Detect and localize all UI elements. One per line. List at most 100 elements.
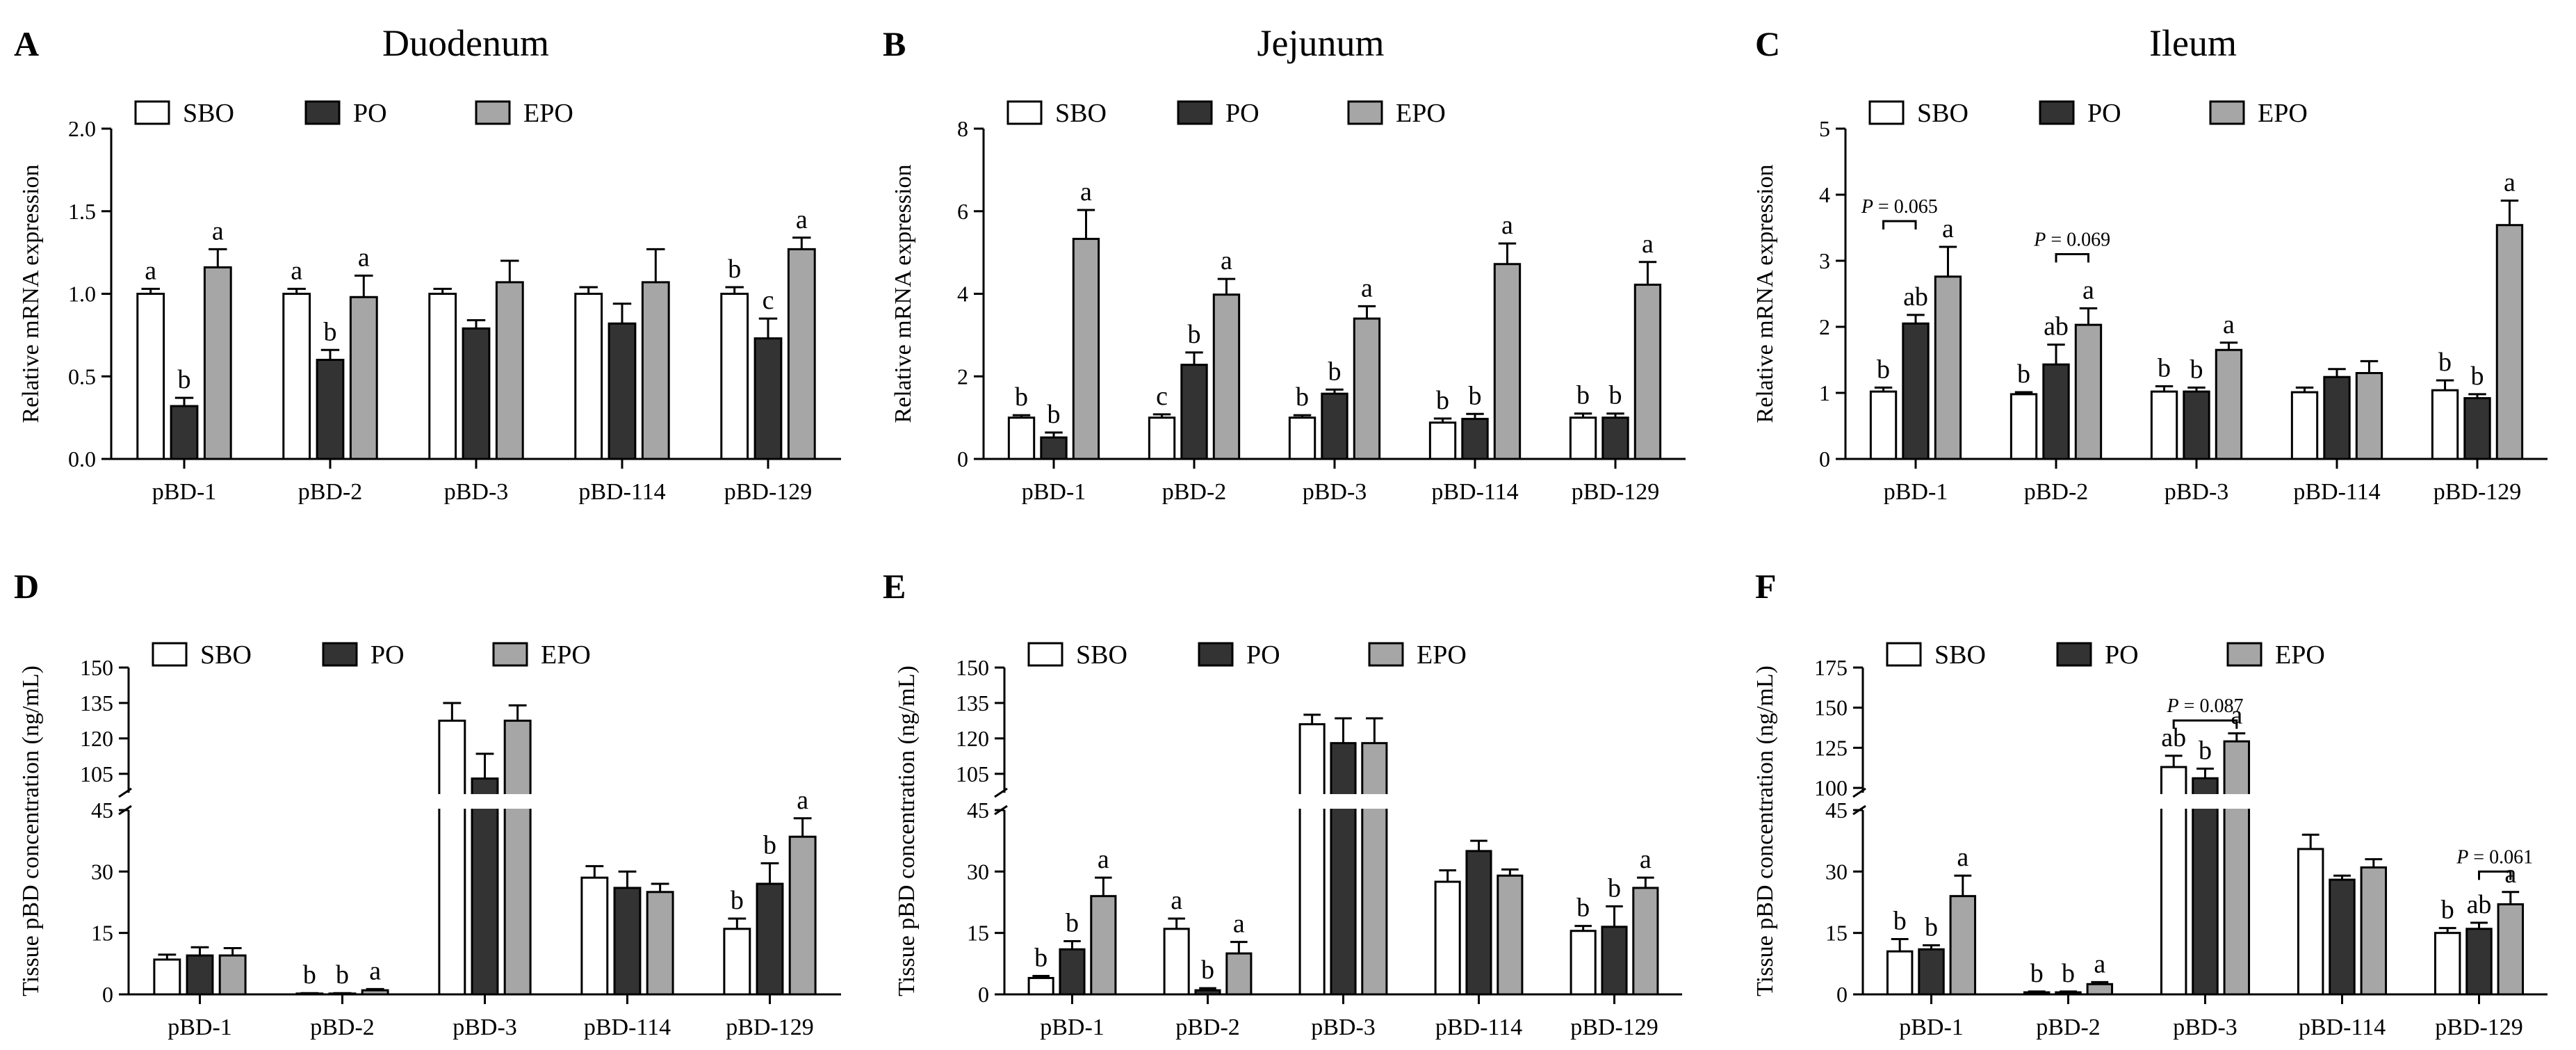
bar-sbo xyxy=(580,876,609,996)
bar-po xyxy=(2192,806,2219,996)
y-tick-label: 135 xyxy=(80,690,113,716)
bar-sbo xyxy=(1434,880,1461,996)
p-value-bracket xyxy=(1882,220,1917,229)
bar-po xyxy=(1040,436,1068,460)
bar-po-upper xyxy=(2192,777,2219,797)
y-tick-label: 5 xyxy=(1819,116,1830,141)
bar-po xyxy=(1330,806,1357,996)
bar-epo xyxy=(787,248,816,460)
legend-label-sbo: SBO xyxy=(200,640,252,670)
bar-sbo xyxy=(136,293,165,460)
bar-po xyxy=(170,405,199,460)
x-tick-label: pBD-1 xyxy=(1899,1015,1964,1040)
x-tick-label: pBD-114 xyxy=(2293,479,2380,505)
legend-swatch-po xyxy=(304,100,341,125)
legend-label-po: PO xyxy=(353,99,387,128)
legend-swatch-po xyxy=(2039,100,2075,125)
panel-d: D 0 15 30 45 105 120 135 150 Tissue pBD concentra… xyxy=(14,567,841,1040)
x-tick-label: pBD-129 xyxy=(2435,1015,2523,1040)
bar-po xyxy=(1180,364,1208,460)
significance-label: b xyxy=(763,831,776,860)
bar-sbo xyxy=(720,293,749,460)
significance-label: b xyxy=(1608,873,1621,903)
p-value-label: P = 0.065 xyxy=(1861,196,1938,218)
bar-epo xyxy=(2215,348,2243,460)
bar-sbo xyxy=(438,806,466,996)
bar-sbo xyxy=(1148,417,1176,460)
bar-sbo xyxy=(428,293,457,460)
significance-label: b xyxy=(1047,400,1061,429)
significance-label: a xyxy=(2082,275,2094,305)
bar-epo xyxy=(2497,903,2525,996)
panel-a: A Duodenum 0.0 0.5 1.0 1.5 2.0 Relative mRNA ex… xyxy=(14,22,841,505)
bar-epo xyxy=(1212,293,1241,460)
y-tick-label: 6 xyxy=(957,199,968,224)
y-tick-label: 105 xyxy=(956,761,989,786)
legend-label-epo: EPO xyxy=(1396,99,1446,128)
bar-po xyxy=(316,359,345,460)
legend-label-epo: EPO xyxy=(541,640,591,670)
bar-po xyxy=(1601,926,1628,996)
bar-sbo xyxy=(2010,393,2038,460)
panel-letter: D xyxy=(14,567,39,606)
significance-label: b xyxy=(1201,955,1214,985)
significance-label: b xyxy=(1925,912,1938,942)
bar-epo xyxy=(2074,323,2103,460)
bar-sbo-upper xyxy=(438,719,466,797)
bar-break-gap xyxy=(1360,794,1388,809)
bar-sbo xyxy=(1569,417,1597,460)
x-tick-label: pBD-2 xyxy=(310,1015,375,1040)
y-tick-label: 30 xyxy=(91,859,113,884)
bar-sbo xyxy=(2297,848,2324,996)
bar-po xyxy=(613,887,642,996)
bar-po xyxy=(2463,397,2491,460)
significance-label: a xyxy=(1098,845,1109,874)
y-tick-label: 0 xyxy=(978,982,989,1007)
y-tick-label: 1.5 xyxy=(68,199,96,224)
significance-label: b xyxy=(2199,736,2212,765)
significance-label: b xyxy=(324,317,337,346)
bar-break-gap xyxy=(437,794,466,809)
x-tick-label: pBD-129 xyxy=(2434,479,2522,505)
y-tick-label: 150 xyxy=(1814,695,1848,720)
y-tick-label: 30 xyxy=(1825,859,1848,884)
x-tick-label: pBD-1 xyxy=(168,1015,232,1040)
x-tick-label: pBD-114 xyxy=(584,1015,671,1040)
bar-sbo xyxy=(1163,928,1190,996)
bar-epo xyxy=(1949,895,1977,996)
bar-epo xyxy=(495,281,524,460)
bar-po-upper xyxy=(471,777,499,797)
significance-label: a xyxy=(2223,310,2235,339)
significance-label: b xyxy=(2017,360,2030,389)
y-axis-label: Relative mRNA expression xyxy=(18,164,44,423)
bar-sbo xyxy=(574,293,603,460)
bar-po xyxy=(756,882,784,996)
bar-po xyxy=(1902,322,1930,460)
x-tick-label: pBD-3 xyxy=(2165,479,2229,505)
bar-epo-upper xyxy=(1361,742,1388,797)
significance-label: b xyxy=(1066,908,1079,937)
y-tick-label: 0 xyxy=(1819,446,1830,471)
significance-label: b xyxy=(1469,381,1482,410)
bar-po xyxy=(471,806,499,996)
bar-epo xyxy=(203,266,232,460)
bar-sbo xyxy=(1869,390,1898,460)
bar-sbo-upper xyxy=(1298,723,1326,797)
bar-epo xyxy=(1934,275,1962,460)
x-tick-label: pBD-3 xyxy=(1303,479,1367,505)
y-tick-label: 0.0 xyxy=(68,446,96,471)
legend-label-sbo: SBO xyxy=(1055,99,1107,128)
bar-po xyxy=(2055,991,2082,996)
significance-label: a xyxy=(1642,229,1654,259)
significance-label: b xyxy=(303,960,316,990)
significance-label: a xyxy=(145,256,156,285)
panel-letter: E xyxy=(883,567,906,606)
bar-sbo-upper xyxy=(2160,766,2187,797)
legend-label-epo: EPO xyxy=(2275,640,2325,670)
legend-label-sbo: SBO xyxy=(1934,640,1986,670)
bar-epo xyxy=(2355,372,2383,460)
significance-label: a xyxy=(291,256,302,285)
bar-epo xyxy=(1361,806,1388,996)
bar-sbo xyxy=(2434,932,2461,996)
